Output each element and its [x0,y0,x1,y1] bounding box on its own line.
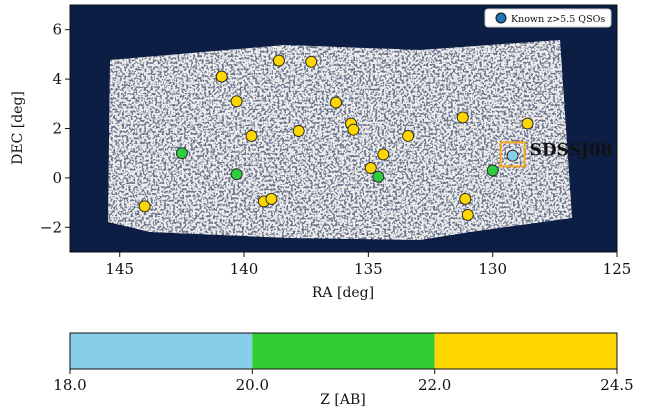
highlight-box [499,141,526,168]
x-tick-label: 140 [230,260,259,278]
x-tick-label: 125 [603,260,632,278]
qso-point [461,208,474,221]
x-tick-label: 145 [105,260,134,278]
qso-point [486,164,499,177]
x-axis-label: RA [deg] [312,285,374,301]
colorbar-bins [70,333,617,369]
qso-point [372,170,385,183]
colorbar-bin [70,333,253,369]
colorbar-label: Z [AB] [320,392,366,408]
y-tick-label: 4 [52,70,62,88]
colorbar-panel: 18.0 20.0 22.0 24.5 Z [AB] [53,332,634,408]
qso-point [272,54,285,67]
qso-point [230,168,243,181]
sky-map-panel: SDSSJ08 Known z>5.5 QSOs 145 140 135 130 125… [10,4,631,301]
qso-point [456,111,469,124]
legend-label: Known z>5.5 QSOs [511,14,605,25]
y-tick-label: 2 [52,120,62,138]
qso-point [292,125,305,137]
qso-point [459,192,472,205]
qso-point [330,96,342,109]
qso-points [138,54,534,221]
colorbar-bin [252,333,435,369]
x-tick-label: 130 [478,260,507,278]
qso-point [377,148,390,161]
qso-point [265,192,278,205]
colorbar-tick-label: 24.5 [600,376,633,394]
footprint-speckle-right [420,40,572,240]
qso-point [305,55,318,68]
footprint-speckle-left [108,45,420,240]
colorbar-tick-label: 18.0 [53,376,86,394]
qso-point [215,70,228,83]
colorbar-frame [69,332,618,370]
legend-frame [484,8,612,28]
y-tick-label: −2 [40,218,62,236]
qso-point [364,162,377,174]
x-tick-label: 135 [354,260,383,278]
highlight-label: SDSSJ08 [530,140,613,160]
colorbar-tick-label: 22.0 [418,376,451,394]
y-tick-label: 6 [52,21,62,39]
colorbar-bin [434,333,617,369]
colorbar-ticks: 18.0 20.0 22.0 24.5 [53,369,634,394]
qso-point [506,149,519,162]
y-tick-label: 0 [52,169,62,187]
qso-point [521,117,534,130]
legend-marker [495,12,507,24]
qso-point [175,147,188,160]
survey-footprint [108,40,572,240]
colorbar-tick-label: 20.0 [236,376,269,394]
y-axis-ticks: −2 0 2 4 6 [40,21,70,236]
qso-point [230,95,243,108]
x-axis-ticks: 145 140 135 130 125 [105,252,631,278]
y-axis-label: DEC [deg] [10,91,26,165]
qso-point [402,129,415,142]
legend: Known z>5.5 QSOs [484,8,612,28]
qso-point [245,129,258,142]
qso-point [138,200,151,213]
qso-point [347,123,360,136]
